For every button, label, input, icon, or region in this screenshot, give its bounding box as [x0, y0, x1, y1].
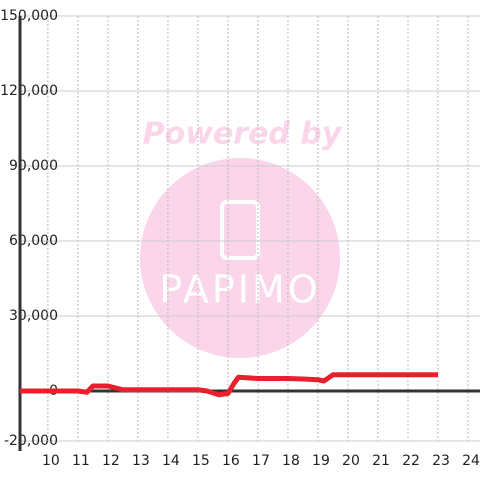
y-tick-label: 120,000 [0, 83, 58, 99]
y-tick-label: 90,000 [9, 158, 58, 174]
data-line [20, 372, 438, 398]
x-tick-label: 15 [192, 453, 210, 469]
x-tick-label: 21 [372, 453, 390, 469]
y-tick-label: 30,000 [9, 308, 58, 324]
watermark-text: Powered by [143, 117, 343, 152]
x-tick-label: 10 [42, 453, 60, 469]
x-tick-label: 17 [252, 453, 270, 469]
y-tick-label: 150,000 [0, 8, 58, 24]
x-tick-label: 20 [342, 453, 360, 469]
watermark-icon [220, 200, 260, 260]
y-tick-label: 60,000 [9, 233, 58, 249]
x-tick-label: 14 [162, 453, 180, 469]
x-tick-label: 24 [462, 453, 480, 469]
x-tick-label: 22 [402, 453, 420, 469]
y-tick-label: -20,000 [4, 433, 58, 449]
x-tick-label: 12 [102, 453, 120, 469]
x-tick-label: 19 [312, 453, 330, 469]
x-tick-label: 23 [432, 453, 450, 469]
x-tick-label: 16 [222, 453, 240, 469]
watermark-logo: PAPIMO [159, 268, 320, 312]
x-tick-label: 18 [282, 453, 300, 469]
x-tick-label: 13 [132, 453, 150, 469]
x-tick-label: 11 [72, 453, 90, 469]
